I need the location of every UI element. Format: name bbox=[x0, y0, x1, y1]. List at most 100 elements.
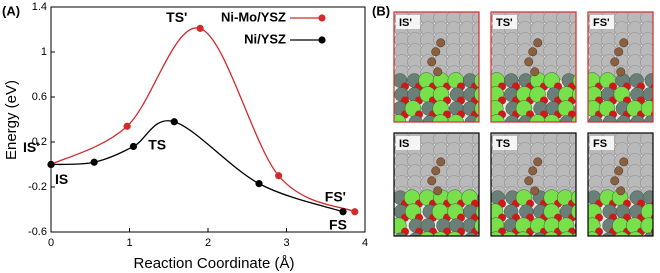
y-axis-title: Energy (eV) bbox=[3, 80, 20, 160]
substrate-atom bbox=[602, 115, 618, 122]
c-atom bbox=[431, 47, 441, 57]
x-tick-label: 1 bbox=[126, 237, 132, 249]
c-atom bbox=[528, 166, 538, 176]
o-atom bbox=[540, 242, 548, 250]
y-tick-label: -0.6 bbox=[28, 226, 47, 238]
substrate-atom bbox=[571, 190, 576, 206]
substrate-atom bbox=[533, 232, 546, 236]
o-atom bbox=[471, 242, 479, 250]
substrate-atom bbox=[630, 115, 645, 122]
substrate-atom bbox=[655, 218, 660, 234]
structure-label: IS bbox=[399, 138, 409, 150]
substrate-atom bbox=[543, 114, 561, 122]
series-line bbox=[50, 120, 344, 213]
substrate-atom bbox=[515, 231, 531, 236]
substrate-atom bbox=[408, 115, 423, 122]
substrate-atom bbox=[643, 115, 653, 122]
c-atom bbox=[619, 157, 629, 167]
c-atom bbox=[524, 57, 534, 67]
o-atom bbox=[512, 242, 520, 250]
substrate-atom bbox=[394, 114, 407, 122]
o-atom bbox=[401, 242, 409, 250]
label-bg bbox=[396, 15, 420, 29]
o-atom bbox=[651, 242, 659, 250]
legend-label: Ni-Mo/YSZ bbox=[221, 9, 286, 24]
substrate-atom bbox=[602, 232, 615, 236]
c-atom bbox=[614, 166, 624, 176]
substrate-atom bbox=[502, 231, 518, 236]
data-point bbox=[351, 208, 359, 216]
substrate-atom bbox=[394, 232, 408, 236]
o-atom bbox=[568, 242, 576, 250]
substrate-atom bbox=[642, 87, 653, 102]
o-atom bbox=[637, 242, 645, 250]
c-atom bbox=[533, 38, 543, 48]
point-annotation: TS bbox=[148, 136, 166, 152]
label-bg bbox=[396, 136, 420, 150]
substrate-atom bbox=[642, 190, 653, 205]
substrate-atom bbox=[656, 87, 660, 103]
substrate-atom bbox=[529, 114, 546, 122]
c-atom bbox=[616, 186, 626, 196]
substrate-atom bbox=[504, 115, 520, 122]
y-tick-label: -0.2 bbox=[28, 181, 47, 193]
substrate-atom bbox=[655, 73, 660, 89]
c-atom bbox=[530, 67, 540, 77]
o-atom bbox=[429, 242, 437, 250]
label-bg bbox=[493, 15, 517, 29]
x-tick-label: 0 bbox=[48, 237, 54, 249]
o-atom bbox=[429, 125, 437, 133]
data-point bbox=[129, 142, 138, 151]
point-annotation: IS' bbox=[23, 139, 40, 155]
data-point bbox=[275, 172, 283, 180]
substrate-atom bbox=[474, 115, 479, 122]
image-frame bbox=[587, 11, 654, 123]
o-atom bbox=[498, 242, 506, 250]
o-atom bbox=[582, 242, 590, 250]
substrate-atom bbox=[559, 115, 575, 122]
substrate-atom bbox=[478, 235, 479, 236]
o-atom bbox=[415, 125, 423, 133]
plot-frame bbox=[50, 6, 366, 233]
structure-image bbox=[588, 12, 660, 122]
series-line bbox=[50, 27, 356, 213]
o-atom bbox=[554, 242, 562, 250]
y-tick-label: 1.4 bbox=[32, 1, 47, 13]
c-atom bbox=[610, 57, 620, 67]
substrate-atom bbox=[543, 231, 559, 236]
substrate-atom bbox=[518, 115, 533, 122]
substrate-atom bbox=[574, 221, 576, 230]
o-atom bbox=[471, 125, 479, 133]
substrate-atom bbox=[474, 86, 479, 103]
c-atom bbox=[436, 38, 446, 48]
substrate-atom bbox=[614, 231, 630, 236]
c-atom bbox=[427, 57, 437, 67]
data-point bbox=[196, 24, 204, 32]
x-tick-label: 3 bbox=[283, 237, 289, 249]
substrate-atom bbox=[474, 72, 479, 89]
o-atom bbox=[526, 242, 534, 250]
x-axis-title: Reaction Coordinate (Å) bbox=[134, 255, 295, 272]
o-atom bbox=[401, 125, 409, 133]
image-frame bbox=[587, 132, 654, 237]
o-atom bbox=[526, 125, 534, 133]
substrate-atom bbox=[491, 231, 503, 236]
o-atom bbox=[457, 242, 465, 250]
substrate-atom bbox=[409, 232, 422, 236]
y-tick-label: 1 bbox=[41, 46, 47, 58]
substrate-atom bbox=[419, 231, 435, 236]
data-point bbox=[339, 208, 347, 216]
substrate-atom bbox=[572, 232, 576, 236]
o-atom bbox=[512, 125, 520, 133]
x-tick-label: 2 bbox=[205, 237, 211, 249]
c-atom bbox=[530, 186, 540, 196]
o-atom bbox=[485, 242, 493, 250]
data-point bbox=[255, 180, 263, 188]
substrate-atom bbox=[643, 232, 653, 236]
substrate-atom bbox=[640, 217, 653, 234]
structure-label: FS bbox=[593, 138, 607, 150]
legend-marker bbox=[318, 36, 326, 44]
substrate-atom bbox=[475, 204, 479, 219]
o-atom bbox=[498, 125, 506, 133]
